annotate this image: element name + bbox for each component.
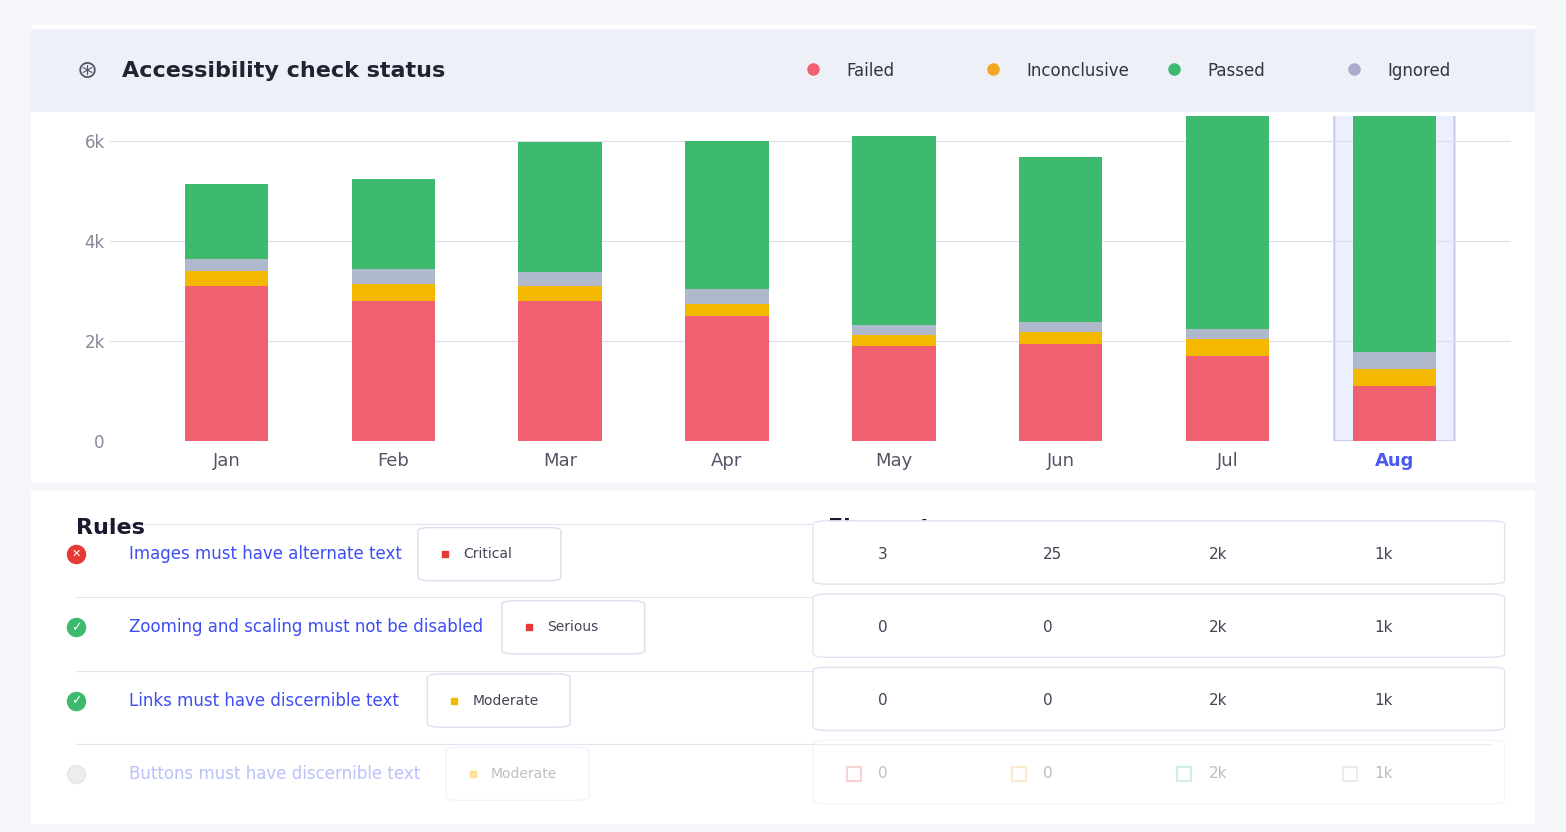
Text: ✓: ✓ xyxy=(70,621,81,634)
Text: 2k: 2k xyxy=(1209,766,1226,781)
Text: 25: 25 xyxy=(1043,547,1062,562)
Bar xyxy=(1353,386,1436,441)
Bar xyxy=(852,346,935,441)
Bar xyxy=(686,289,769,304)
FancyBboxPatch shape xyxy=(428,674,570,727)
Bar xyxy=(1185,329,1270,339)
Text: Moderate: Moderate xyxy=(473,694,539,707)
Text: Buttons must have discernible text: Buttons must have discernible text xyxy=(128,765,420,783)
Bar xyxy=(518,286,601,301)
Bar xyxy=(351,269,435,284)
Text: 1k: 1k xyxy=(1373,766,1392,781)
Text: 1k: 1k xyxy=(1373,693,1392,708)
Text: ✓: ✓ xyxy=(70,694,81,707)
Bar xyxy=(686,141,769,289)
Text: Serious: Serious xyxy=(547,621,598,634)
Text: ⊛: ⊛ xyxy=(77,59,97,82)
Text: Images must have alternate text: Images must have alternate text xyxy=(128,545,402,563)
Bar xyxy=(1353,369,1436,386)
Bar xyxy=(185,259,268,271)
Bar xyxy=(852,325,935,335)
Text: ✓: ✓ xyxy=(70,767,81,780)
Text: 0: 0 xyxy=(877,766,888,781)
Bar xyxy=(1353,112,1436,352)
Text: 0: 0 xyxy=(1043,620,1052,635)
Bar xyxy=(518,272,601,286)
Bar xyxy=(1019,344,1102,441)
Text: 2k: 2k xyxy=(1209,693,1226,708)
FancyBboxPatch shape xyxy=(446,747,589,800)
Bar xyxy=(185,271,268,286)
Text: 0: 0 xyxy=(1043,766,1052,781)
Bar xyxy=(518,142,601,272)
Text: Ignored: Ignored xyxy=(1387,62,1450,80)
Text: Zooming and scaling must not be disabled: Zooming and scaling must not be disabled xyxy=(128,618,484,636)
Bar xyxy=(351,179,435,269)
FancyBboxPatch shape xyxy=(813,667,1505,730)
Text: Critical: Critical xyxy=(464,547,512,561)
Bar xyxy=(1185,339,1270,356)
Bar xyxy=(351,301,435,441)
Text: 0: 0 xyxy=(877,693,888,708)
FancyBboxPatch shape xyxy=(501,601,645,654)
FancyBboxPatch shape xyxy=(813,740,1505,804)
Text: 2k: 2k xyxy=(1209,620,1226,635)
Text: Inconclusive: Inconclusive xyxy=(1027,62,1129,80)
Text: 2k: 2k xyxy=(1209,547,1226,562)
Text: 1k: 1k xyxy=(1373,547,1392,562)
Bar xyxy=(185,184,268,259)
FancyBboxPatch shape xyxy=(418,527,561,581)
Bar xyxy=(1019,322,1102,332)
Text: 0: 0 xyxy=(1043,693,1052,708)
Bar xyxy=(518,301,601,441)
Bar xyxy=(351,284,435,301)
Bar xyxy=(1019,157,1102,322)
Bar xyxy=(852,335,935,346)
Text: Links must have discernible text: Links must have discernible text xyxy=(128,691,399,710)
FancyBboxPatch shape xyxy=(813,594,1505,657)
Bar xyxy=(1185,356,1270,441)
Text: Failed: Failed xyxy=(846,62,894,80)
Bar xyxy=(852,136,935,325)
Bar xyxy=(1353,352,1436,369)
Bar xyxy=(686,304,769,316)
Bar xyxy=(185,286,268,441)
Text: 0: 0 xyxy=(877,620,888,635)
Text: Rules: Rules xyxy=(77,518,146,537)
Text: 3: 3 xyxy=(877,547,888,562)
Text: Passed: Passed xyxy=(1207,62,1265,80)
Text: Elements: Elements xyxy=(828,518,944,537)
Text: 1k: 1k xyxy=(1373,620,1392,635)
Bar xyxy=(686,316,769,441)
FancyBboxPatch shape xyxy=(813,521,1505,584)
Bar xyxy=(1019,332,1102,344)
Text: ✕: ✕ xyxy=(72,549,81,559)
Text: Accessibility check status: Accessibility check status xyxy=(122,61,445,81)
Text: Moderate: Moderate xyxy=(492,767,557,780)
Bar xyxy=(1185,111,1270,329)
FancyBboxPatch shape xyxy=(1334,100,1455,441)
